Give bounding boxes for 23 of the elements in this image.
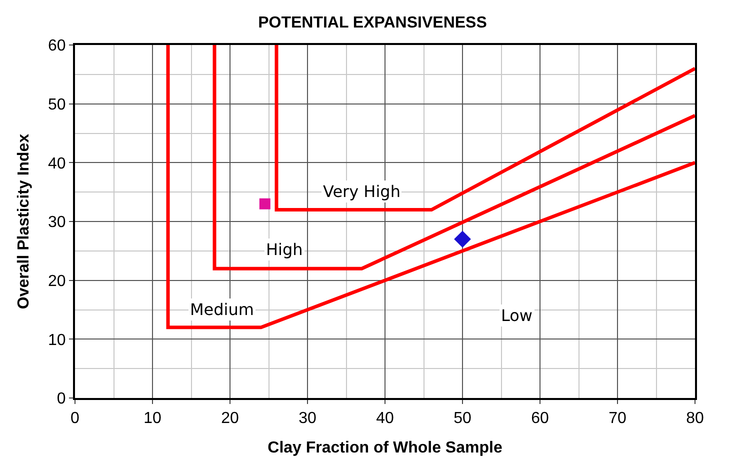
x-tick-label: 50 <box>454 410 472 428</box>
y-tick-label: 20 <box>48 272 66 290</box>
y-tick-label: 40 <box>48 155 66 172</box>
y-axis-title: Overall Plasticity Index <box>15 134 32 310</box>
x-tick-label: 0 <box>70 410 80 428</box>
x-tick-label: 70 <box>608 410 626 428</box>
x-tick-label: 80 <box>686 410 704 428</box>
annotation: High <box>266 240 303 259</box>
annotation: Low <box>501 306 533 325</box>
chart-title: POTENTIAL EXPANSIVENESS <box>258 14 488 32</box>
y-tick-label: 60 <box>48 38 66 55</box>
x-tick-label: 60 <box>531 410 549 428</box>
y-tick-label: 50 <box>48 96 66 114</box>
x-tick-label: 20 <box>221 410 239 428</box>
x-tick-label: 10 <box>144 410 162 428</box>
y-tick-label: 0 <box>56 390 66 408</box>
annotation: Medium <box>190 300 254 319</box>
x-tick-label: 40 <box>376 410 394 428</box>
annotation: Very High <box>323 182 400 201</box>
x-axis-title: Clay Fraction of Whole Sample <box>268 439 502 456</box>
y-tick-label: 30 <box>48 214 66 232</box>
y-tick-label: 10 <box>48 332 66 349</box>
x-tick-label: 30 <box>298 410 316 428</box>
